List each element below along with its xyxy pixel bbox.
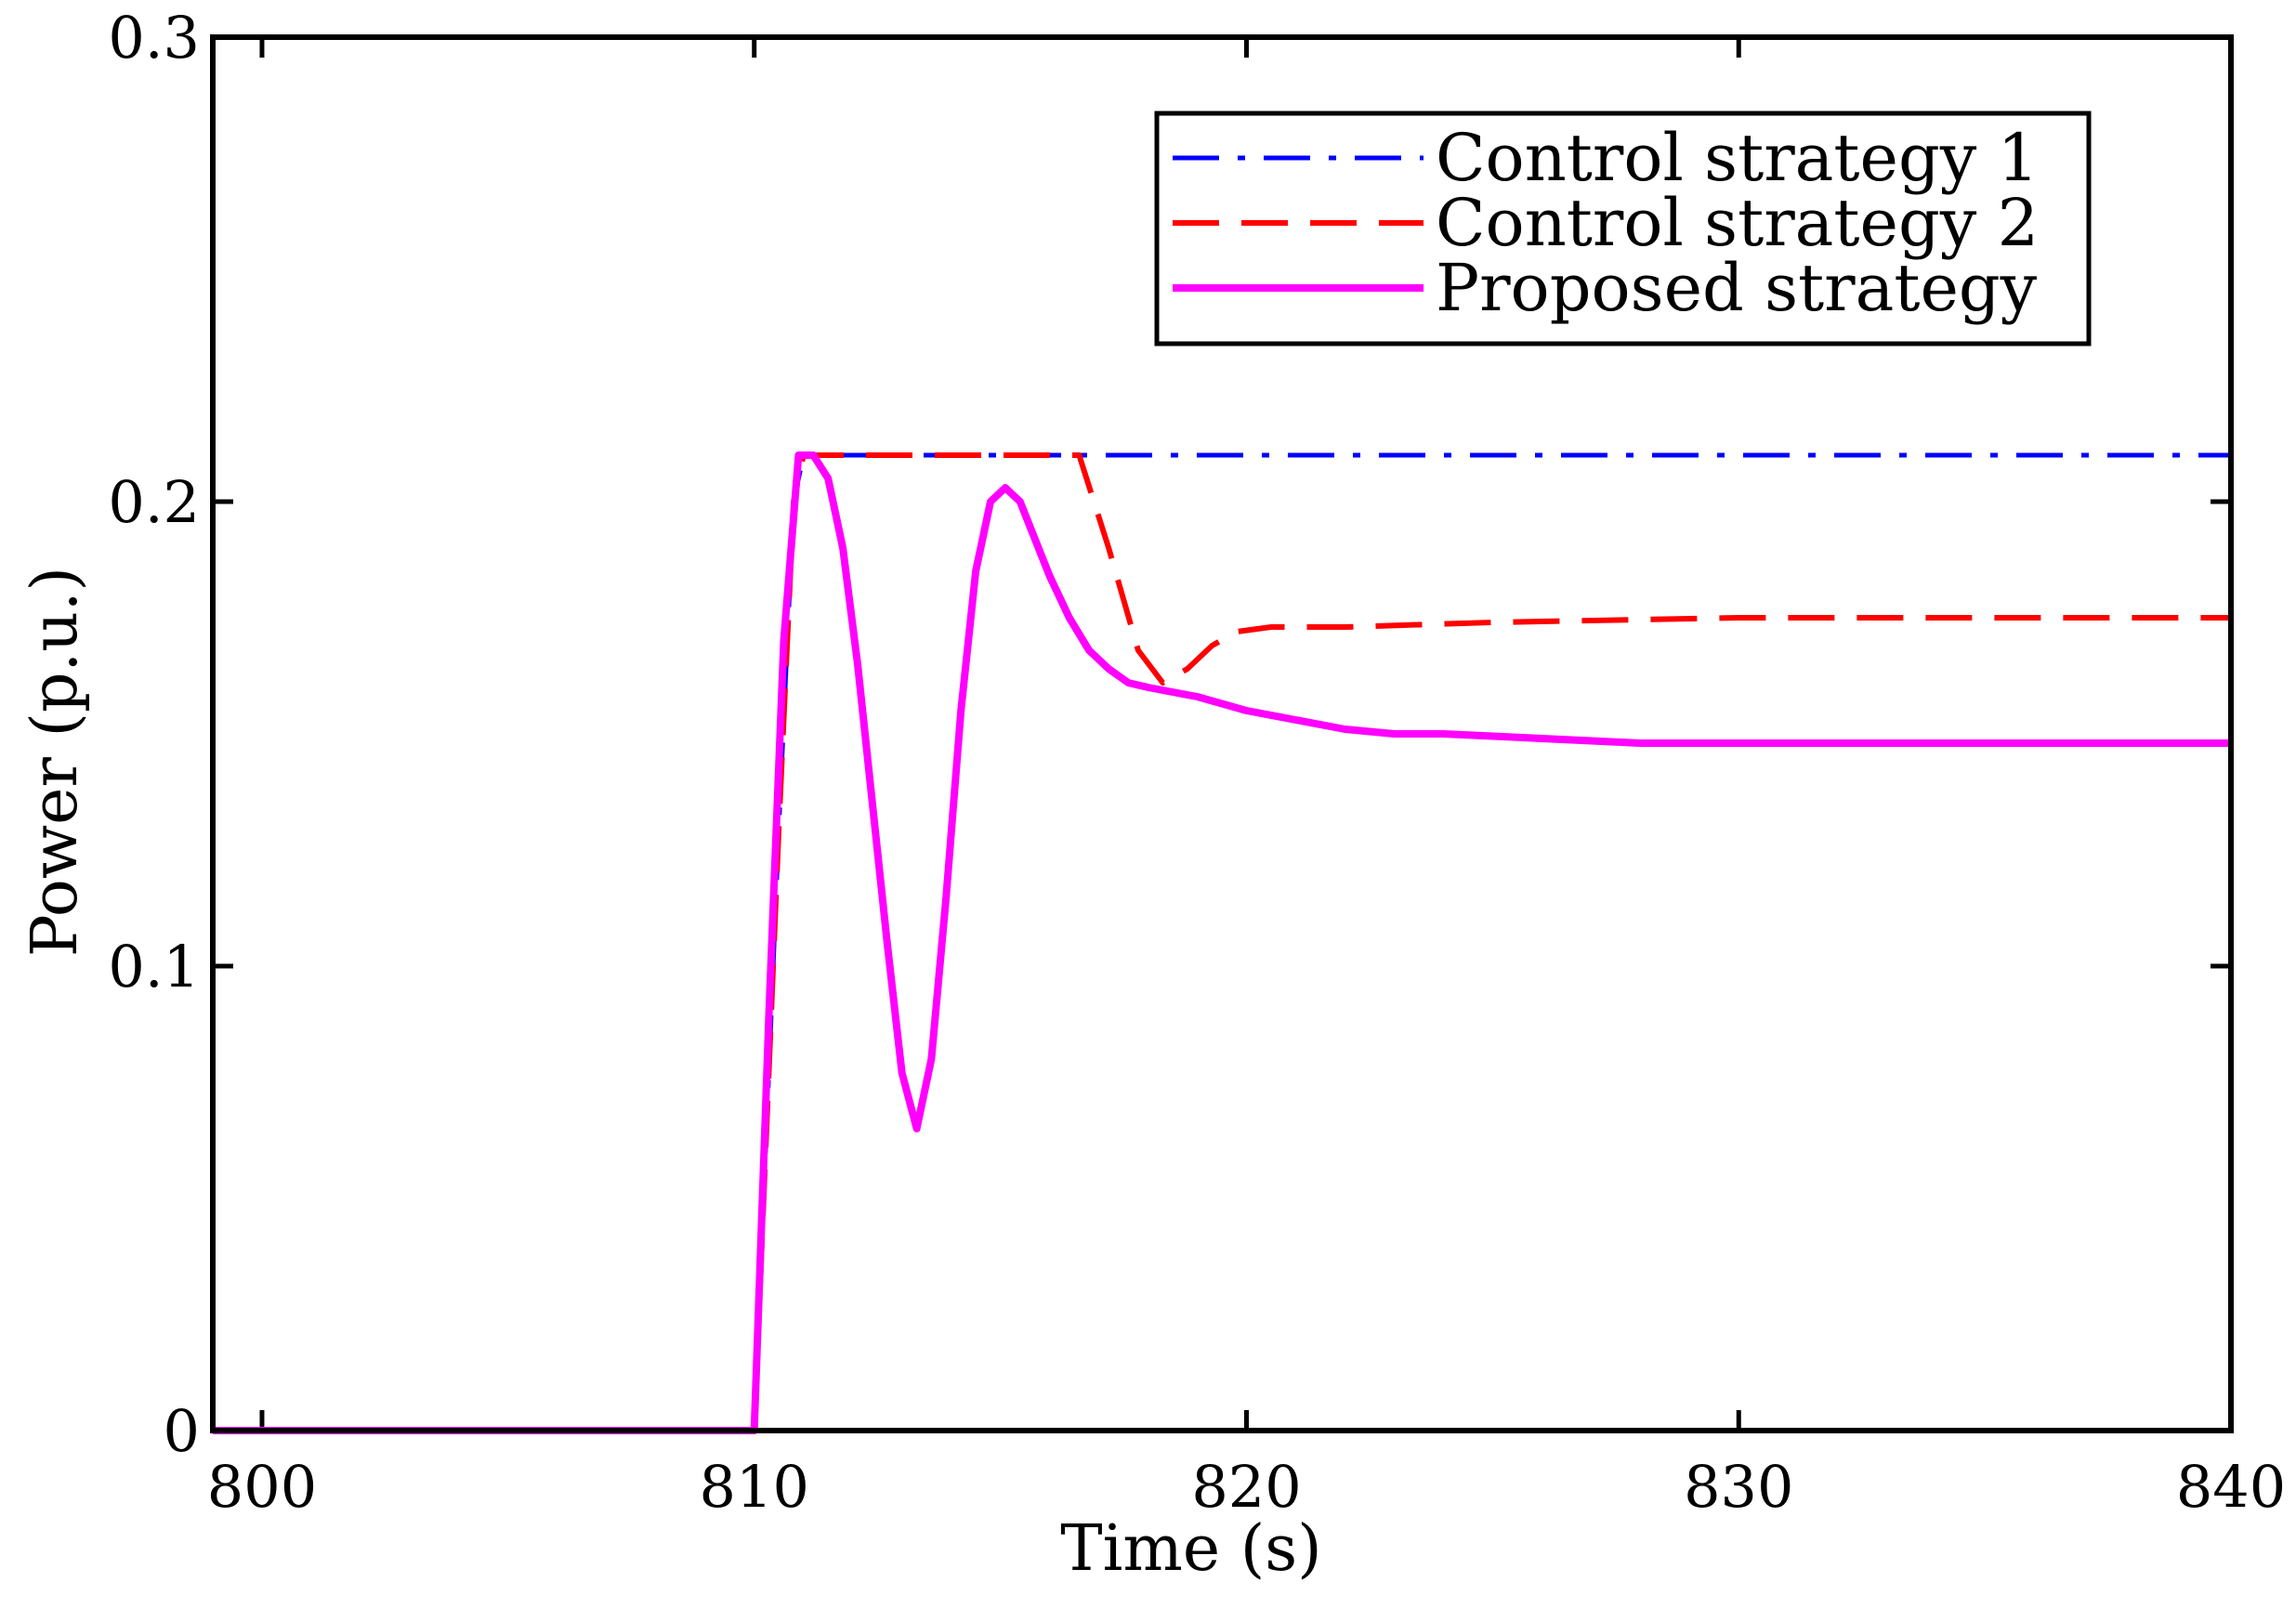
- series-layer: [213, 451, 2231, 1434]
- x-tick-label: 830: [1684, 1453, 1793, 1521]
- y-tick-label: 0.3: [108, 4, 200, 72]
- x-tick-label: 800: [207, 1453, 317, 1521]
- plot-frame: [210, 34, 2234, 1433]
- y-tick-labels: 0 0.1 0.2 0.3: [108, 4, 200, 1465]
- y-tick-label: 0: [164, 1397, 200, 1465]
- legend-label-2: Control strategy 2: [1436, 185, 2039, 261]
- legend-label-3: Proposed strategy: [1436, 250, 2038, 326]
- x-tick-labels: 800 810 820 830 840: [207, 1453, 2286, 1521]
- series-line-3: [213, 451, 2231, 1434]
- legend-box: [1154, 111, 2092, 346]
- legend-label-1: Control strategy 1: [1436, 120, 2039, 196]
- y-tick-label: 0.1: [108, 933, 200, 1000]
- x-tick-label: 810: [700, 1453, 809, 1521]
- y-axis-title: Power (p.u.): [19, 567, 92, 957]
- x-tick-label: 820: [1191, 1453, 1301, 1521]
- x-tick-label: 840: [2176, 1453, 2286, 1521]
- y-tick-label: 0.2: [108, 468, 200, 536]
- x-axis-title: Time (s): [1060, 1512, 1321, 1586]
